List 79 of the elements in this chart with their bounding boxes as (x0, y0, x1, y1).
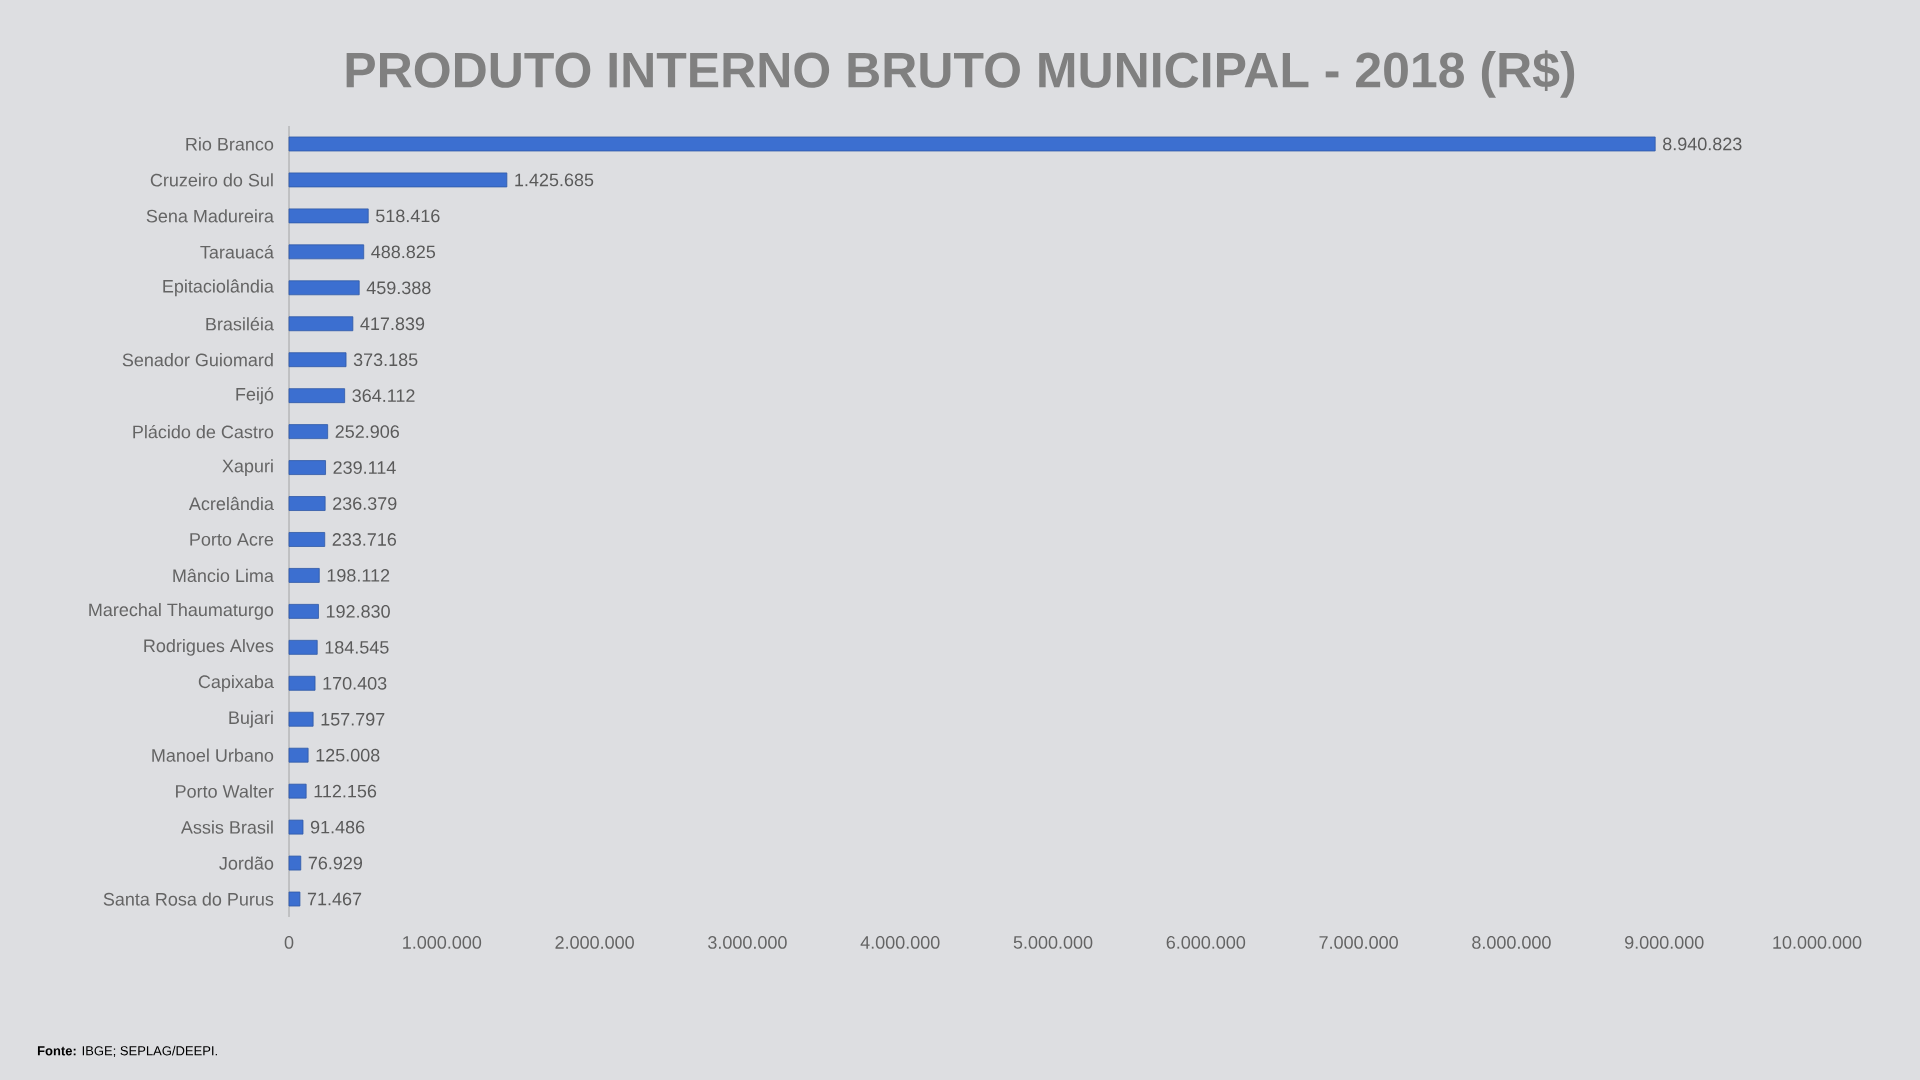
data-label: 112.156 (314, 784, 377, 798)
bar (288, 388, 346, 404)
data-label: 125.008 (316, 748, 380, 762)
y-tick-label: Bujari (229, 710, 273, 728)
y-tick-label: Manoel Urbano (152, 748, 274, 762)
data-label: 233.716 (332, 533, 397, 546)
y-tick-label: Porto Acre (190, 533, 274, 546)
x-tick-label: 7.000.000 (1319, 936, 1398, 949)
data-label: 236.379 (333, 497, 397, 510)
y-tick-label: Tarauacá (200, 245, 274, 259)
y-tick-label: Rio Branco (186, 137, 274, 151)
y-tick-label: Plácido de Castro (133, 424, 274, 439)
data-label: 71.467 (307, 892, 362, 906)
y-tick-label: Rodrigues Alves (144, 638, 274, 656)
x-tick-label: 8.000.000 (1472, 936, 1551, 949)
text: Fonte: IBGE; SEPLAG/DEEPI. (37, 1045, 217, 1057)
x-tick-label: 1.000.000 (403, 936, 482, 949)
bar (288, 136, 1656, 152)
bar (288, 639, 318, 655)
data-label: 157.797 (321, 712, 385, 726)
y-tick-label: Epitaciolândia (163, 279, 274, 297)
data-label: 364.112 (352, 389, 415, 403)
y-tick-label: Santa Rosa do Purus (103, 892, 274, 906)
data-label: 373.185 (353, 353, 418, 367)
bar (288, 352, 347, 368)
data-label: 459.388 (366, 281, 431, 295)
data-label: 417.839 (360, 317, 425, 331)
data-label: 252.906 (335, 425, 399, 438)
data-label: 170.403 (323, 676, 387, 690)
data-label: 518.416 (376, 209, 440, 223)
chart-title: PRODUTO INTERNO BRUTO MUNICIPAL - 2018 (R$) (346, 50, 1575, 98)
data-label: 239.114 (333, 461, 396, 474)
x-tick-label: 0 (284, 936, 294, 949)
bar (288, 819, 304, 835)
y-tick-label: Assis Brasil (180, 820, 273, 834)
y-tick-label: Brasiléia (206, 317, 274, 331)
bar (288, 783, 307, 799)
bar (288, 891, 301, 907)
y-tick-label: Cruzeiro do Sul (150, 173, 273, 187)
bar (288, 316, 354, 332)
y-tick-label: Acrelândia (188, 496, 274, 511)
y-tick-label: Xapuri (222, 459, 273, 476)
bar (288, 532, 326, 547)
bar (288, 460, 326, 475)
x-tick-label: 9.000.000 (1625, 936, 1704, 949)
x-tick-label: 6.000.000 (1166, 936, 1246, 949)
bar (288, 675, 316, 691)
bar (288, 855, 302, 871)
x-tick-label: 4.000.000 (860, 936, 940, 949)
x-tick-label: 2.000.000 (555, 936, 634, 949)
bar (288, 280, 360, 296)
bar (288, 603, 319, 619)
y-tick-label: Porto Walter (176, 784, 274, 798)
y-tick-label: Marechal Thaumaturgo (89, 602, 274, 620)
y-tick-label: Capixaba (198, 674, 274, 692)
y-tick-label: Jordão (219, 856, 274, 870)
bar (288, 747, 309, 763)
bar (288, 568, 320, 583)
data-label: 91.486 (310, 820, 365, 834)
y-tick-label: Feijó (236, 387, 274, 405)
y-tick-label: Mâncio Lima (173, 568, 274, 583)
bar (288, 496, 326, 511)
data-label: 76.929 (308, 856, 363, 870)
bar (288, 711, 314, 727)
bar (288, 172, 508, 188)
bar (288, 424, 329, 440)
y-tick-label: Sena Madureira (146, 209, 274, 223)
x-tick-label: 3.000.000 (708, 936, 787, 949)
data-label: 488.825 (371, 245, 436, 259)
bar (288, 244, 365, 260)
y-tick-label: Senador Guiomard (122, 353, 273, 367)
bar (288, 208, 369, 224)
data-label: 198.112 (327, 569, 390, 582)
data-label: 1.425.685 (515, 173, 594, 187)
x-tick-label: 10.000.000 (1773, 936, 1862, 949)
x-tick-label: 5.000.000 (1013, 936, 1093, 949)
data-label: 184.545 (325, 640, 389, 654)
data-label: 192.830 (326, 605, 390, 618)
data-label: 8.940.823 (1663, 137, 1742, 151)
